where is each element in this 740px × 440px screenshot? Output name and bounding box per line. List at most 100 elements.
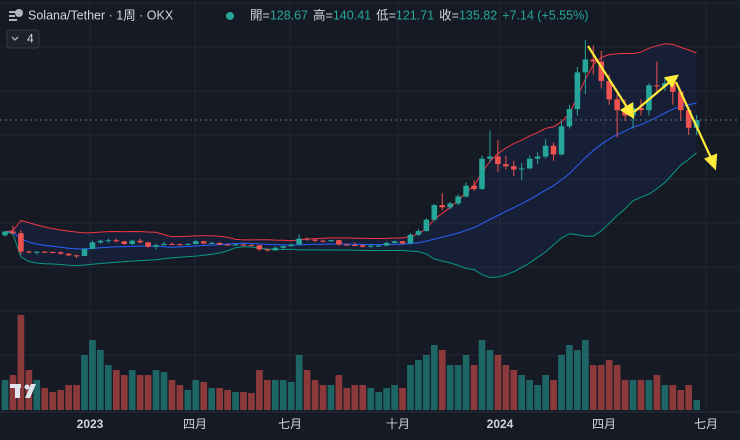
volume-bar: [319, 385, 327, 410]
candle: [399, 240, 406, 245]
volume-bar: [224, 390, 231, 410]
candle-body: [73, 255, 80, 257]
candle: [113, 238, 120, 243]
candle-body: [105, 240, 112, 242]
volume-bar: [208, 388, 216, 410]
volume-bar: [446, 365, 454, 410]
candles: [2, 40, 700, 258]
candle-body: [367, 245, 374, 247]
candle-body: [208, 242, 215, 244]
candle: [216, 242, 223, 246]
candle: [105, 238, 112, 243]
candle: [145, 242, 151, 248]
candle: [328, 239, 334, 242]
arrow-head: [619, 102, 635, 120]
volume-bar: [621, 380, 629, 410]
volume-bar: [407, 365, 414, 410]
ohlc-value: 128.67: [270, 8, 308, 22]
candle-body: [654, 85, 660, 87]
candle-body: [81, 248, 88, 256]
volume-bar: [264, 380, 271, 410]
volume-bar: [693, 400, 700, 410]
volume-bar: [597, 365, 605, 410]
candle: [41, 250, 48, 254]
symbol-title: Solana/Tether · 1周 · OKX: [28, 8, 174, 22]
volume-bar: [136, 375, 144, 410]
candle-body: [359, 245, 366, 247]
volume-bar: [359, 385, 367, 410]
candle-body: [41, 251, 48, 253]
candle-body: [193, 241, 199, 244]
symbol-icon: [9, 9, 23, 21]
volume-bar: [367, 388, 375, 410]
candle-body: [121, 241, 128, 244]
volume-bar: [112, 370, 120, 410]
volume-bar: [375, 392, 382, 410]
candle-body: [97, 240, 104, 243]
volume-bar: [486, 350, 494, 410]
volume-pane: [1, 315, 700, 410]
chevron: [11, 36, 19, 41]
candle-body: [487, 156, 493, 159]
candle-body: [288, 244, 294, 247]
candle: [272, 246, 279, 251]
header: Solana/Tether · 1周 · OKX 開= 128.67 高= 140.4…: [6, 7, 588, 49]
ohlc-label: 收=: [439, 8, 459, 22]
x-tick-label: 四月: [592, 417, 616, 431]
volume-bar: [335, 375, 343, 410]
band-fill: [5, 43, 697, 278]
candle: [224, 243, 231, 246]
volume-bar: [192, 380, 200, 410]
volume-bar: [327, 385, 335, 410]
volume-bar: [637, 380, 645, 410]
candle-body: [137, 240, 143, 243]
x-axis: 2023 四月 七月 十月 2024 四月 七月: [77, 417, 718, 431]
candle: [526, 155, 533, 170]
candle-body: [574, 72, 581, 110]
x-tick-label: 2024: [487, 417, 514, 431]
volume-bar: [240, 392, 247, 410]
volume-bar: [65, 385, 72, 410]
volume-bar: [502, 365, 510, 410]
candle: [296, 234, 302, 246]
candle-body: [511, 166, 517, 170]
band-middle: [4, 102, 697, 250]
volume-bar: [152, 370, 160, 410]
candle-body: [336, 240, 342, 245]
candle: [137, 238, 143, 244]
candle: [264, 248, 271, 252]
volume-bar: [1, 380, 9, 410]
candle: [463, 182, 469, 198]
candle: [550, 142, 557, 161]
indicator-toggle[interactable]: [6, 29, 40, 49]
volume-bar: [343, 388, 351, 410]
candle: [97, 239, 104, 244]
candle: [129, 239, 135, 246]
candle-body: [232, 244, 239, 246]
volume-bar: [81, 355, 88, 410]
candle-body: [542, 145, 549, 157]
candle: [34, 250, 40, 255]
candle-body: [455, 196, 461, 204]
x-tick-label: 2023: [77, 417, 104, 431]
volume-bar: [399, 388, 406, 410]
candle-body: [685, 110, 692, 128]
candle: [375, 245, 382, 247]
candle: [471, 180, 477, 192]
volume-bar: [582, 340, 589, 410]
candle-body: [65, 253, 72, 256]
candle-body: [344, 244, 350, 246]
candle-body: [638, 107, 644, 111]
x-tick-label: 七月: [694, 417, 718, 431]
volume-bar: [160, 372, 168, 410]
volume-bar: [661, 385, 669, 410]
volume-bar: [653, 375, 661, 410]
candle: [26, 250, 32, 254]
candle-body: [693, 120, 700, 128]
candle: [447, 201, 453, 210]
band-upper: [4, 43, 697, 242]
candle-body: [280, 246, 287, 248]
candle-body: [431, 205, 438, 220]
volume-bar: [128, 370, 136, 410]
